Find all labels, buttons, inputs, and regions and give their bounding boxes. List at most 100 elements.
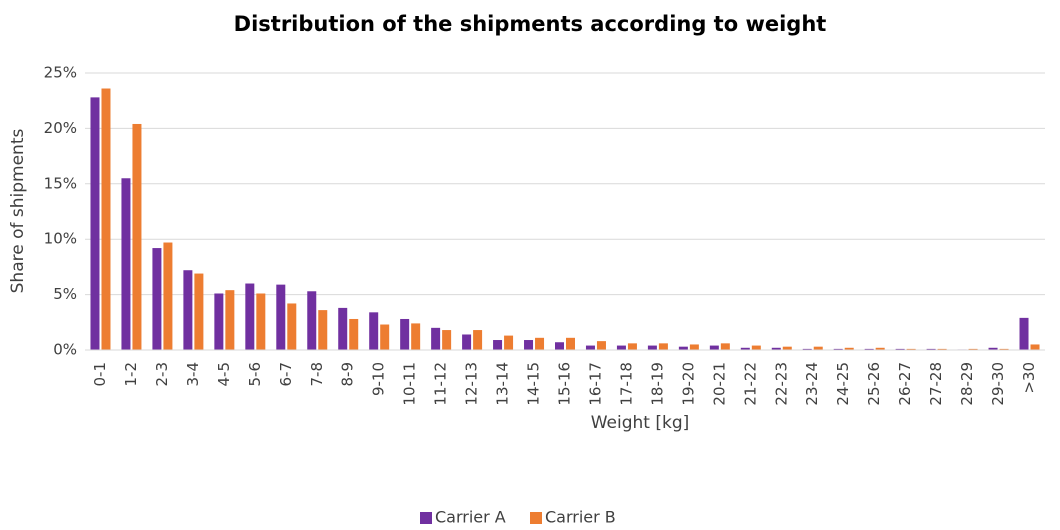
- bar: [751, 345, 761, 350]
- bar: [411, 323, 421, 350]
- x-tick-label: 11-12: [432, 362, 450, 406]
- bar: [338, 307, 348, 350]
- bar: [864, 348, 874, 350]
- bar: [121, 178, 131, 350]
- x-tick-label: 29-30: [989, 362, 1007, 406]
- bar: [524, 340, 534, 350]
- legend-swatch: [530, 512, 542, 524]
- bar: [926, 348, 936, 350]
- bar: [245, 283, 255, 350]
- x-tick-label: 1-2: [122, 362, 140, 387]
- bar: [968, 348, 978, 350]
- x-tick-label: 17-18: [617, 362, 635, 406]
- x-axis-label: Weight [kg]: [591, 413, 690, 433]
- bar: [709, 345, 719, 350]
- bar: [380, 324, 390, 350]
- x-tick-label: 0-1: [91, 362, 109, 387]
- bar: [999, 348, 1009, 350]
- bar: [782, 346, 792, 350]
- bar: [596, 341, 606, 350]
- legend-swatch: [420, 512, 432, 524]
- bar: [183, 270, 193, 350]
- bar: [895, 348, 905, 350]
- bar: [555, 342, 564, 350]
- x-tick-label: 23-24: [803, 362, 821, 406]
- x-tick-label: 6-7: [277, 362, 295, 387]
- x-tick-label: 12-13: [463, 362, 481, 406]
- y-tick-label: 25%: [44, 64, 77, 82]
- legend-label: Carrier A: [435, 508, 506, 527]
- y-tick-label: 15%: [44, 174, 77, 192]
- bar: [90, 97, 100, 350]
- bar: [802, 348, 812, 350]
- x-tick-label: 9-10: [370, 362, 388, 396]
- bar: [349, 318, 359, 350]
- y-tick-label: 10%: [44, 230, 77, 248]
- bar: [431, 327, 441, 350]
- bar: [493, 340, 503, 350]
- bar: [771, 347, 781, 350]
- bar: [1019, 317, 1029, 350]
- bar: [225, 290, 235, 350]
- y-tick-label: 20%: [44, 119, 77, 137]
- bar: [504, 335, 514, 350]
- x-tick-label: 22-23: [772, 362, 790, 406]
- x-tick-label: 2-3: [153, 362, 171, 387]
- bar: [442, 330, 452, 350]
- x-tick-label: 3-4: [184, 362, 202, 387]
- x-tick-label: 28-29: [958, 362, 976, 406]
- bar: [256, 293, 266, 350]
- bar: [163, 242, 173, 350]
- bar: [678, 346, 688, 350]
- x-tick-label: 4-5: [215, 362, 233, 387]
- x-tick-label: 20-21: [710, 362, 728, 406]
- bar: [132, 123, 142, 350]
- bar: [369, 312, 379, 350]
- bar: [585, 345, 595, 350]
- x-tick-label: 13-14: [494, 362, 512, 406]
- bar: [875, 347, 885, 350]
- bar: [101, 88, 111, 351]
- bar: [400, 318, 410, 350]
- x-tick-label: 24-25: [834, 362, 852, 406]
- bar: [194, 273, 204, 350]
- x-tick-label: 5-6: [246, 362, 264, 387]
- bar: [813, 346, 823, 350]
- x-tick-label: >30: [1020, 362, 1038, 394]
- bar: [318, 310, 328, 350]
- bar: [473, 330, 483, 350]
- bar: [658, 343, 668, 350]
- bar: [535, 337, 545, 350]
- x-tick-label: 26-27: [896, 362, 914, 406]
- y-tick-label: 5%: [53, 285, 77, 303]
- x-tick-label: 7-8: [308, 362, 326, 387]
- bar: [833, 348, 843, 350]
- x-tick-label: 25-26: [865, 362, 883, 406]
- bar: [740, 347, 750, 350]
- bar: [844, 347, 854, 350]
- x-tick-label: 18-19: [648, 362, 666, 406]
- bar: [616, 345, 626, 350]
- bar: [689, 344, 699, 350]
- bar: [287, 303, 297, 350]
- x-tick-label: 16-17: [586, 362, 604, 406]
- y-tick-label: 0%: [53, 341, 77, 359]
- x-tick-label: 27-28: [927, 362, 945, 406]
- legend-label: Carrier B: [545, 508, 616, 527]
- x-tick-label: 14-15: [525, 362, 543, 406]
- bar: [720, 343, 730, 350]
- bar: [988, 347, 998, 350]
- bar: [937, 348, 947, 350]
- x-tick-label: 10-11: [401, 362, 419, 406]
- y-axis-label: Share of shipments: [8, 129, 28, 294]
- x-tick-label: 15-16: [556, 362, 574, 406]
- bar: [647, 345, 657, 350]
- bar: [307, 291, 317, 350]
- chart-title: Distribution of the shipments according …: [234, 12, 827, 36]
- bar: [214, 293, 224, 350]
- bar: [627, 343, 637, 350]
- x-tick-label: 21-22: [741, 362, 759, 406]
- x-tick-label: 19-20: [679, 362, 697, 406]
- bar: [906, 348, 916, 350]
